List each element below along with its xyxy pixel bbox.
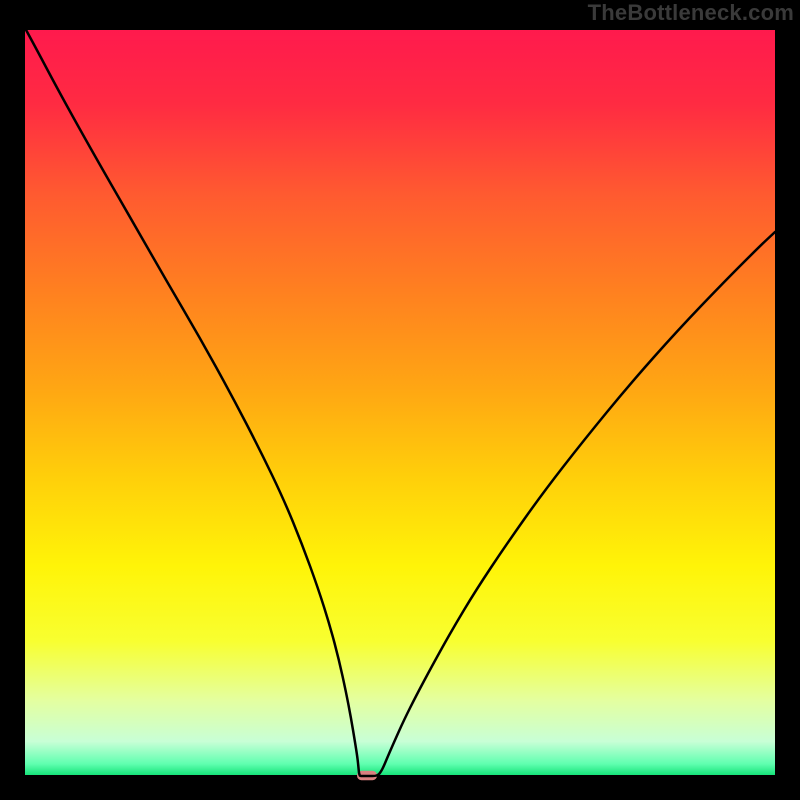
plot-background: [25, 30, 775, 775]
watermark-text: TheBottleneck.com: [588, 0, 794, 26]
